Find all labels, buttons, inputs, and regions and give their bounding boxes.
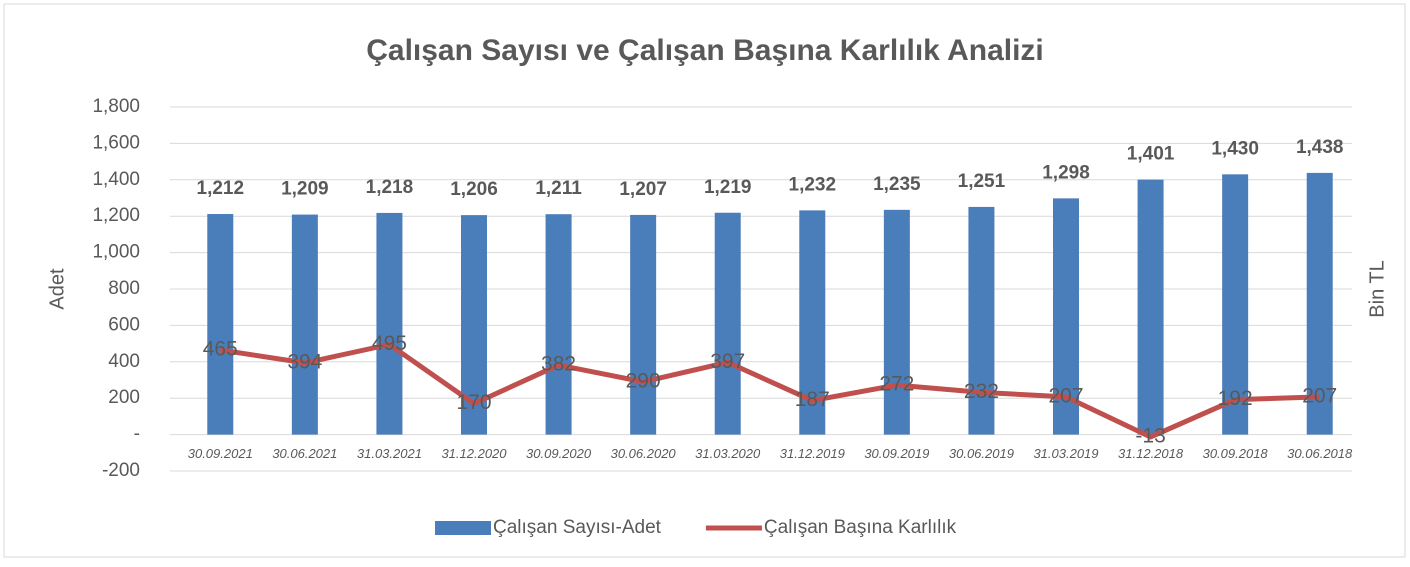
bar-value-label: 1,207	[619, 179, 667, 200]
x-tick-label: 31.03.2019	[1033, 446, 1098, 461]
line-value-label: 382	[541, 353, 576, 376]
y-axis-label: Adet	[46, 268, 68, 310]
y-tick-label: 1,800	[92, 96, 140, 117]
bar-value-label: 1,232	[789, 174, 837, 195]
bar	[968, 206, 995, 435]
x-tick-label: 30.06.2021	[272, 446, 337, 461]
chart-title: Çalışan Sayısı ve Çalışan Başına Karlılı…	[366, 34, 1044, 67]
y2-axis-label: Bin TL	[1366, 260, 1388, 317]
bar	[1306, 172, 1333, 435]
y-tick-label: 800	[108, 278, 140, 299]
line-value-label: 465	[203, 338, 238, 361]
bar	[545, 214, 572, 435]
x-tick-label: 31.03.2021	[357, 446, 422, 461]
bar	[291, 214, 318, 435]
line-value-label: 394	[287, 350, 322, 373]
line-value-label: 207	[1302, 384, 1337, 407]
bar-value-label: 1,438	[1296, 137, 1344, 158]
bar-value-label: 1,401	[1127, 144, 1175, 165]
bar	[883, 209, 910, 435]
y-tick-label: 400	[108, 351, 140, 372]
y-tick-label: -	[134, 424, 140, 445]
y-tick-label: 1,200	[92, 205, 140, 226]
bar	[1222, 174, 1249, 435]
line-value-label: 495	[372, 332, 407, 355]
bar	[714, 212, 741, 435]
x-tick-label: 31.03.2020	[695, 446, 761, 461]
line-value-label: -13	[1135, 425, 1165, 448]
bar-value-label: 1,211	[535, 178, 582, 199]
bar-value-label: 1,209	[281, 179, 329, 200]
y-tick-label: 1,400	[92, 169, 140, 190]
x-tick-label: 30.06.2019	[949, 446, 1014, 461]
x-tick-label: 31.12.2020	[441, 446, 507, 461]
bar-value-label: 1,235	[873, 174, 921, 195]
x-tick-label: 30.09.2019	[864, 446, 929, 461]
bar	[207, 214, 234, 435]
x-tick-label: 30.06.2018	[1287, 446, 1353, 461]
bar-value-label: 1,430	[1211, 138, 1259, 159]
bar	[1137, 179, 1164, 435]
line	[219, 342, 1320, 440]
bar	[630, 214, 657, 435]
legend-swatch	[435, 521, 491, 535]
bar-value-label: 1,212	[197, 178, 245, 199]
x-tick-label: 30.06.2020	[611, 446, 677, 461]
y-tick-label: 1,600	[92, 132, 140, 153]
y-tick-label: -200	[102, 460, 140, 481]
y-tick-label: 200	[108, 387, 140, 408]
legend-label: Çalışan Başına Karlılık	[764, 517, 957, 538]
line-value-label: 397	[710, 350, 745, 373]
bar-value-label: 1,206	[450, 179, 498, 200]
y-tick-label: 600	[108, 314, 140, 335]
line-value-label: 170	[456, 391, 491, 414]
bar-value-label: 1,251	[958, 171, 1006, 192]
legend-label: Çalışan Sayısı-Adet	[493, 517, 662, 538]
x-tick-label: 30.09.2018	[1203, 446, 1269, 461]
x-tick-label: 30.09.2020	[526, 446, 592, 461]
x-tick-label: 31.12.2019	[780, 446, 845, 461]
x-tick-label: 30.09.2021	[188, 446, 253, 461]
line-value-label: 192	[1218, 387, 1253, 410]
line-value-label: 290	[626, 369, 661, 392]
line-value-label: 187	[795, 388, 830, 411]
bar-value-label: 1,218	[366, 177, 414, 198]
line-value-label: 207	[1048, 384, 1083, 407]
chart-border	[3, 3, 1406, 558]
x-tick-label: 31.12.2018	[1118, 446, 1184, 461]
bar-value-label: 1,298	[1042, 162, 1090, 183]
y-tick-label: 1,000	[92, 242, 140, 263]
line-value-label: 232	[964, 380, 999, 403]
bar-value-label: 1,219	[704, 177, 752, 198]
bar	[376, 212, 403, 435]
line-value-label: 272	[879, 373, 914, 396]
